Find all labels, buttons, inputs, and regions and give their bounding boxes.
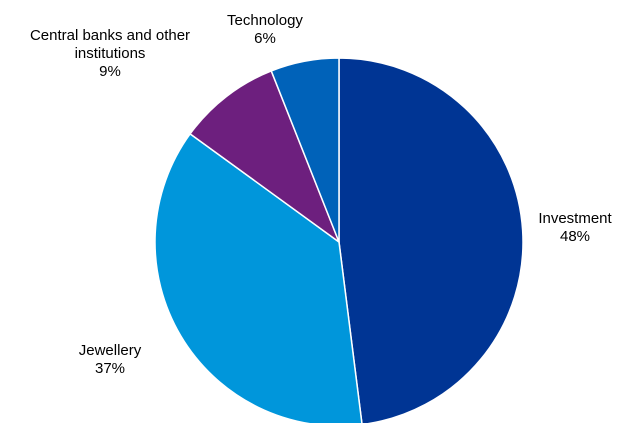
slice-label-central-banks-line-1: Central banks and other: [29, 27, 191, 44]
slice-label-investment-percent: 48%: [559, 228, 591, 245]
pie-slice-central-banks-and-other-institutions: [189, 70, 340, 243]
slice-label-investment-name: Investment: [538, 210, 612, 227]
slice-label-technology: Technology 6%: [210, 12, 320, 48]
pie-slice-investment: [338, 57, 524, 423]
slice-label-investment: Investment 48%: [525, 210, 625, 246]
slice-label-technology-percent: 6%: [254, 30, 276, 47]
slice-label-jewellery-percent: 37%: [94, 360, 126, 377]
slice-label-technology-name: Technology: [227, 12, 303, 29]
slice-label-jewellery: Jewellery 37%: [60, 342, 160, 378]
slice-label-central-banks-line-2: institutions: [74, 45, 146, 62]
slice-label-central-banks: Central banks and other institutions 9%: [0, 27, 220, 81]
slice-label-central-banks-percent: 9%: [99, 63, 121, 80]
pie-slice-jewellery: [154, 133, 363, 423]
slice-label-jewellery-name: Jewellery: [78, 342, 142, 359]
pie-slice-technology: [270, 57, 340, 243]
